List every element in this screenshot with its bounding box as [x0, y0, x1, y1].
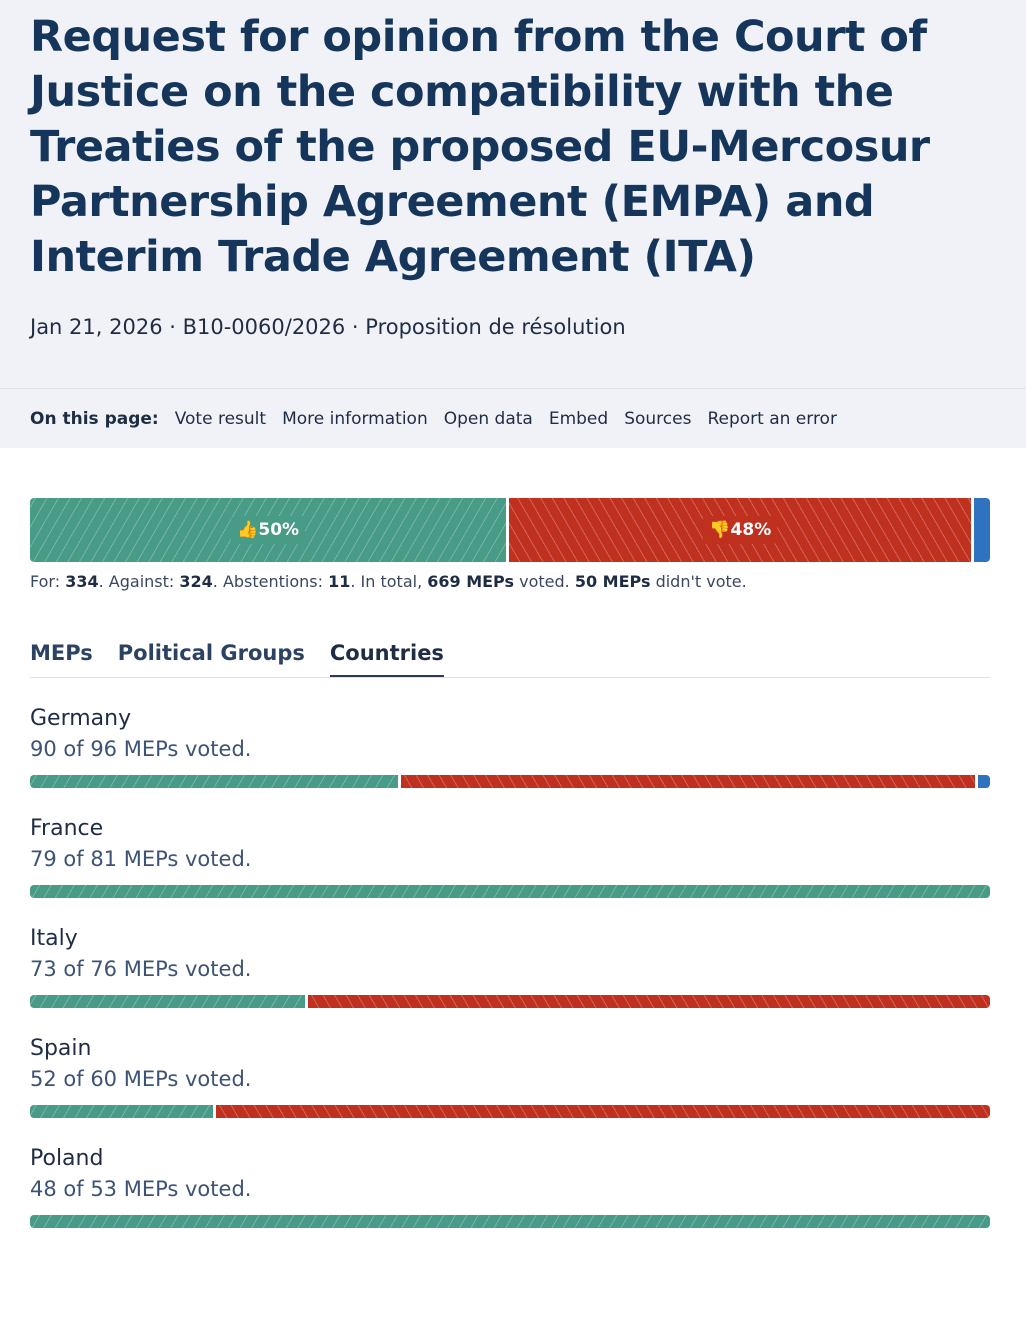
country-name: Poland [30, 1146, 104, 1171]
for-label: 👍50% [231, 516, 306, 544]
country-item: Germany 90 of 96 MEPs voted. [30, 706, 990, 788]
nav-link-sources[interactable]: Sources [624, 408, 692, 429]
nav-label: On this page: [30, 408, 159, 429]
against-segment [215, 1105, 990, 1118]
for-segment [30, 1105, 213, 1118]
nav-link-report-error[interactable]: Report an error [707, 408, 837, 429]
country-voted-count: 79 of 81 MEPs voted. [30, 847, 252, 871]
page-title: Request for opinion from the Court of Ju… [30, 12, 930, 282]
breakdown-tabs: MEPs Political Groups Countries [30, 641, 990, 678]
thumbs-up-icon: 👍 [237, 520, 259, 540]
tab-meps[interactable]: MEPs [30, 641, 93, 665]
vote-result-bar: 👍50% 👎48% [30, 498, 990, 562]
against-segment: 👎48% [509, 498, 972, 562]
nav-link-vote-result[interactable]: Vote result [174, 408, 267, 429]
country-voted-count: 73 of 76 MEPs voted. [30, 957, 252, 981]
for-segment [30, 885, 990, 898]
for-segment [30, 995, 305, 1008]
for-segment [30, 1215, 990, 1228]
country-vote-bar [30, 775, 990, 788]
for-segment [30, 775, 399, 788]
vote-summary: For: 334. Against: 324. Abstentions: 11.… [30, 572, 747, 591]
tab-countries[interactable]: Countries [329, 641, 444, 677]
nav-link-embed[interactable]: Embed [548, 408, 609, 429]
country-name: Italy [30, 926, 78, 951]
abstention-segment [977, 775, 990, 788]
country-vote-bar [30, 1215, 990, 1228]
country-vote-bar [30, 995, 990, 1008]
country-voted-count: 90 of 96 MEPs voted. [30, 737, 252, 761]
country-name: Spain [30, 1036, 92, 1061]
country-voted-count: 48 of 53 MEPs voted. [30, 1177, 252, 1201]
country-vote-bar [30, 1105, 990, 1118]
nav-link-open-data[interactable]: Open data [443, 408, 533, 429]
page-header: Request for opinion from the Court of Ju… [0, 0, 1026, 388]
against-segment [307, 995, 990, 1008]
thumbs-down-icon: 👎 [709, 520, 731, 540]
country-name: France [30, 816, 104, 841]
against-label: 👎48% [703, 516, 778, 544]
country-item: Poland 48 of 53 MEPs voted. [30, 1146, 990, 1228]
country-vote-bar [30, 885, 990, 898]
for-segment: 👍50% [30, 498, 507, 562]
tab-political-groups[interactable]: Political Groups [117, 641, 305, 665]
on-this-page-nav: On this page: Vote result More informati… [0, 388, 1026, 448]
country-item: Italy 73 of 76 MEPs voted. [30, 926, 990, 1008]
vote-meta: Jan 21, 2026 · B10-0060/2026 · Propositi… [30, 315, 626, 339]
country-voted-count: 52 of 60 MEPs voted. [30, 1067, 252, 1091]
abstention-segment [974, 498, 990, 562]
country-item: France 79 of 81 MEPs voted. [30, 816, 990, 898]
country-item: Spain 52 of 60 MEPs voted. [30, 1036, 990, 1118]
nav-link-more-information[interactable]: More information [282, 408, 428, 429]
country-name: Germany [30, 706, 132, 731]
country-list: Germany 90 of 96 MEPs voted. France 79 o… [30, 706, 990, 1228]
against-segment [401, 775, 975, 788]
